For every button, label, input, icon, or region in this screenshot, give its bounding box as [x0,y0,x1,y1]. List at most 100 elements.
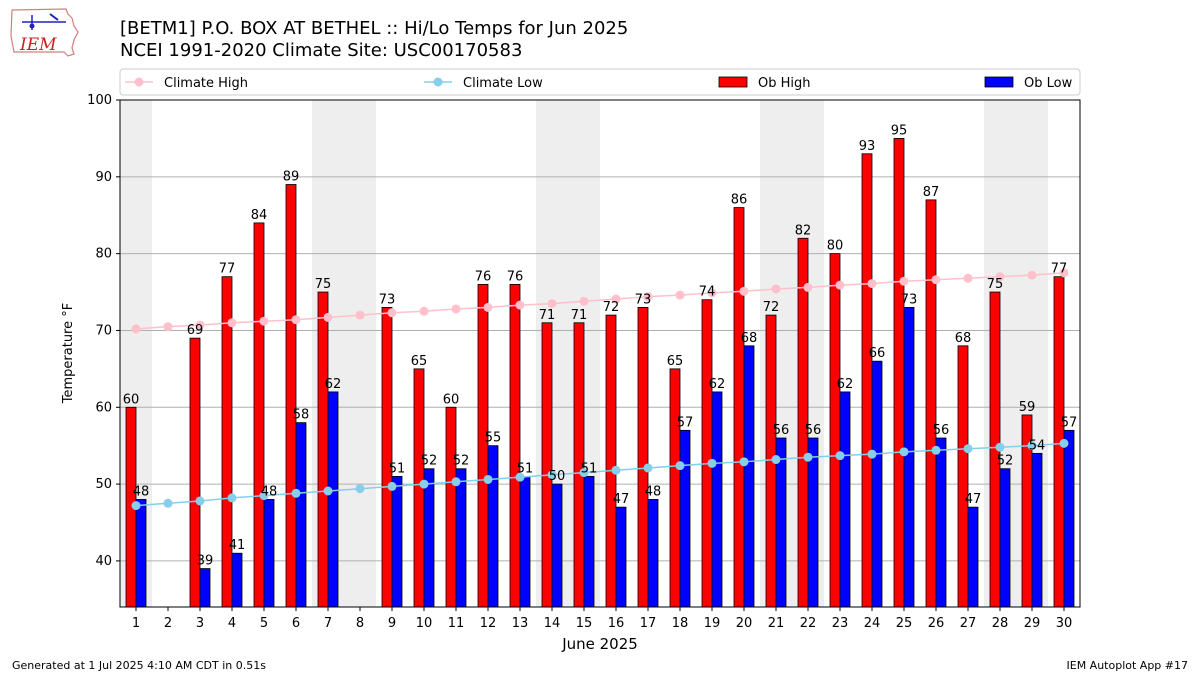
climate-high-point [867,279,877,289]
ob-low-label: 62 [325,377,342,392]
x-tick-label: 8 [356,616,364,631]
chart-subtitle: NCEI 1991-2020 Climate Site: USC00170583 [120,40,523,61]
ob-high-label: 72 [603,300,620,315]
data-labels: 60 69 77 84 89 75 73 65 60 76 76 71 71 72 73 65 74 86 72 82… [123,123,1078,568]
ob-high-bar [861,153,873,608]
ob-low-bar [199,568,211,608]
plot-frame [119,99,1081,608]
ob-high-label: 73 [379,292,396,307]
climate-high-point [195,320,205,330]
x-tick-label: 5 [260,616,268,631]
ob-high-bar [253,222,265,608]
ob-high-label: 77 [1051,262,1068,277]
climate-low-point [643,463,653,473]
ob-low-label: 57 [1061,415,1078,430]
climate-low-point [483,474,493,484]
ob-high-bar [829,253,841,608]
climate-low-point [579,468,589,478]
climate-low-point [611,465,621,475]
climate-high-point [675,290,685,300]
ob-high-bar [509,283,521,608]
climate-low-point [227,493,237,503]
ob-low-label: 47 [965,492,982,507]
ob-high-label: 75 [987,277,1004,292]
ob-low-label: 58 [293,408,310,423]
climate-lines [131,268,1069,511]
ob-low-label: 48 [133,484,150,499]
x-tick-label: 20 [736,616,753,631]
climate-low-point [835,451,845,461]
ob-high-label: 68 [955,331,972,346]
legend-label: Ob Low [1024,76,1073,91]
ob-high-label: 59 [1019,400,1036,415]
climate-high-point [483,302,493,312]
ob-low-label: 52 [453,454,470,469]
x-tick-label: 27 [960,616,977,631]
y-tick-label: 70 [95,323,112,338]
ob-high-label: 74 [699,285,716,300]
x-tick-label: 11 [448,616,465,631]
ob-low-label: 73 [901,292,918,307]
ob-high-label: 89 [283,170,300,185]
ob-low-bar [295,422,307,608]
ob-low-label: 51 [581,461,598,476]
climate-high-line [135,272,1065,330]
ob-high-bar [285,184,297,608]
ob-low-bar [935,437,947,608]
y-tick-label: 90 [95,170,112,185]
climate-high-point [227,318,237,328]
ob-low-label: 57 [677,415,694,430]
ob-low-label: 51 [389,461,406,476]
ob-low-bar [583,476,595,608]
climate-high-point [643,292,653,302]
ob-high-label: 69 [187,323,204,338]
x-tick-label: 1 [132,616,140,631]
climate-low-point [195,496,205,506]
x-tick-label: 7 [324,616,332,631]
y-axis-label: Temperature °F [61,303,76,404]
legend-bar-swatch [718,76,748,88]
climate-low-point [707,458,717,468]
x-tick-label: 28 [992,616,1009,631]
climate-low-point [163,498,173,508]
y-tick-label: 50 [95,477,112,492]
ob-low-bar [711,391,723,608]
x-tick-label: 15 [576,616,593,631]
legend-frame [119,68,1081,96]
climate-low-point [963,444,973,454]
ob-low-label: 54 [1029,438,1046,453]
climate-high-point [163,322,173,332]
ob-high-bar [669,368,681,608]
legend: Climate High Climate Low Ob High Ob Low [119,68,1081,96]
ob-low-label: 56 [773,423,790,438]
ob-high-bar [925,199,937,608]
ob-high-label: 71 [571,308,588,323]
climate-low-point [419,479,429,489]
iem-logo: IEM [10,8,79,57]
legend-label: Climate High [164,76,248,91]
climate-high-point [131,324,141,334]
ob-low-bar [903,307,915,608]
climate-high-point [931,275,941,285]
ob-high-label: 75 [315,277,332,292]
ob-low-bar [807,437,819,608]
ob-low-label: 51 [517,461,534,476]
ob-high-label: 65 [667,354,684,369]
climate-low-point [291,488,301,498]
climate-high-point [547,299,557,309]
climate-low-point [675,461,685,471]
ob-high-bar [701,299,713,608]
ob-low-label: 55 [485,431,502,446]
ob-low-bar [231,552,243,608]
ob-low-label: 68 [741,331,758,346]
climate-low-point [1059,438,1069,448]
ob-low-label: 62 [837,377,854,392]
x-tick-label: 24 [864,616,881,631]
ob-low-label: 47 [613,492,630,507]
climate-high-point [611,294,621,304]
climate-high-point [995,272,1005,282]
ob-high-label: 73 [635,292,652,307]
ob-high-bar [605,314,617,608]
climate-high-point [291,315,301,325]
x-tick-label: 30 [1056,616,1073,631]
